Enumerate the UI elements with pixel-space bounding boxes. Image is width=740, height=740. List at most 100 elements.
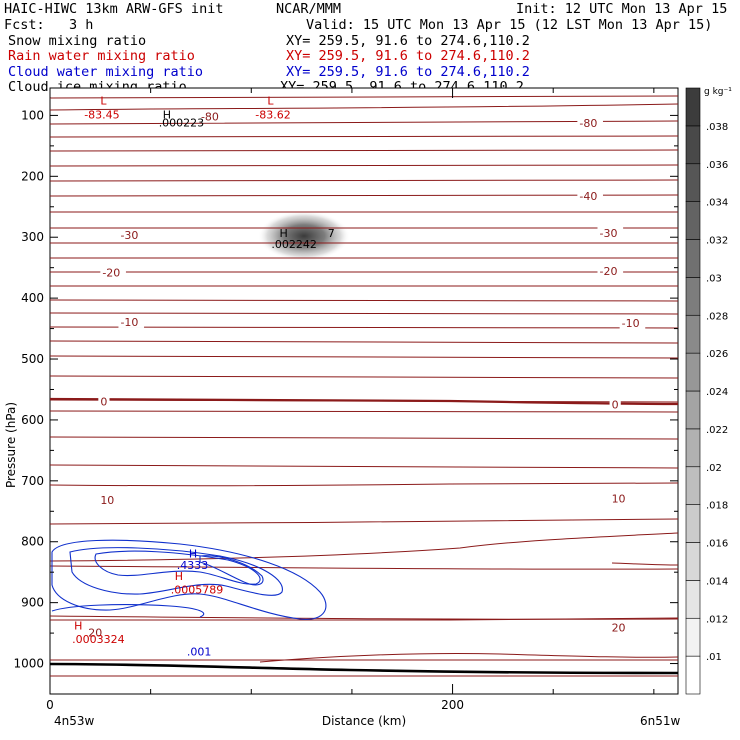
contour-label-bg: [118, 228, 145, 241]
colorbar-swatch: [685, 466, 701, 505]
colorbar-swatch: [685, 277, 701, 316]
isotherm: [50, 194, 678, 197]
contour-label-bg: [118, 315, 145, 328]
contour-label-bg: [577, 189, 603, 202]
x-end-left-label: 4n53w: [54, 714, 95, 728]
colorbar-swatch: [685, 504, 701, 543]
extremum-label: -83.62: [255, 108, 290, 121]
colorbar-level-label: .026: [706, 349, 728, 360]
contour-label-bg: [597, 264, 624, 277]
isotherm-label: -40: [579, 190, 597, 203]
colorbar-swatch: [685, 428, 701, 468]
isotherm: [50, 565, 678, 570]
contour-label-bg: [609, 621, 628, 634]
isotherm: [50, 340, 678, 344]
colorbar-level-label: .016: [706, 539, 728, 550]
extremum-label: H: [175, 570, 183, 583]
colorbar-swatch: [685, 163, 701, 202]
extremum-label: L: [100, 94, 107, 107]
colorbar-level-label: .018: [706, 501, 728, 512]
isotherm: [50, 164, 678, 167]
snow-mixing-shading: [258, 211, 350, 261]
field-name-snow: Snow mixing ratio: [8, 33, 147, 49]
y-tick-label: 900: [21, 596, 44, 610]
isotherm: [50, 179, 678, 182]
cloud-water-contour: [69, 547, 283, 596]
isotherm: [259, 652, 678, 663]
x-axis-label: Distance (km): [322, 714, 406, 728]
isotherm-label: -30: [600, 227, 618, 240]
isotherm-label: -10: [622, 317, 640, 330]
extremum-label: H: [279, 227, 287, 240]
run-title: HAIC-HIWC 13km ARW-GFS init: [4, 1, 224, 17]
cloud-water-contour: [94, 550, 261, 585]
contour-label-bg: [98, 395, 110, 408]
colorbar-swatch: [685, 580, 701, 619]
extremum-label: H: [189, 548, 197, 561]
extremum-label: H: [163, 108, 171, 121]
y-tick-label: 800: [21, 535, 44, 549]
y-tick-label: 300: [21, 230, 44, 244]
y-tick-label: 1000: [13, 657, 44, 671]
isotherm: [50, 410, 678, 413]
field-xy-rain: XY= 259.5, 91.6 to 274.6,110.2: [286, 48, 530, 64]
contour-label-bg: [597, 226, 624, 239]
colorbar-swatch: [685, 87, 701, 127]
cloud-water-contour: [199, 555, 264, 586]
colorbar-swatch: [685, 542, 701, 581]
x-end-right-label: 6n51w: [640, 714, 681, 728]
surface-line: [50, 662, 678, 675]
field-xy-cloud-water: XY= 259.5, 91.6 to 274.6,110.2: [286, 64, 530, 80]
isotherm: [50, 103, 678, 111]
colorbar-swatch: [685, 390, 701, 430]
colorbar-level-label: .014: [706, 576, 728, 587]
y-tick-label: 400: [21, 291, 44, 305]
isotherm-label: -20: [102, 267, 120, 280]
colorbar-swatch: [685, 617, 701, 657]
valid-time: Valid: 15 UTC Mon 13 Apr 15 (12 LST Mon …: [306, 17, 713, 33]
isotherm-label: 10: [100, 494, 114, 507]
isotherm: [50, 312, 678, 315]
extremum-label: -83.45: [84, 108, 119, 121]
extremum-label: .001: [187, 646, 212, 659]
extremum-label: H: [74, 619, 82, 632]
forecast-hour: Fcst: 3 h: [4, 17, 94, 33]
y-tick-label: 200: [21, 169, 44, 183]
isotherm: [50, 482, 678, 487]
isotherm: [50, 95, 678, 99]
isotherm: [50, 375, 678, 379]
cloud-water-contour: [51, 539, 327, 620]
colorbar-swatch: [685, 201, 701, 240]
isotherm: [50, 518, 678, 525]
cloud-water-contour: [51, 604, 205, 618]
init-time: Init: 12 UTC Mon 13 Apr 15: [516, 1, 728, 17]
isotherm-label: 10: [612, 493, 626, 506]
colorbar-level-label: .03: [706, 273, 722, 284]
extremum-label: .0005789: [171, 584, 224, 597]
extremum-label: .4333: [177, 559, 209, 572]
organization-label: NCAR/MMM: [276, 1, 342, 17]
y-tick-label: 100: [21, 108, 44, 122]
colorbar-swatch: [685, 125, 701, 165]
isotherm-label: -80: [579, 117, 597, 130]
extremum-label: .002242: [271, 238, 317, 251]
isotherm-label: -20: [600, 265, 618, 278]
colorbar-level-label: .028: [706, 311, 728, 322]
extremum-label: L: [267, 94, 274, 107]
contour-label-bg: [98, 493, 117, 506]
contour-label-bg: [609, 398, 621, 411]
colorbar-level-label: .012: [706, 614, 728, 625]
contour-label-bg: [577, 116, 603, 129]
colorbar-level-label: .022: [706, 425, 728, 436]
extremum-label: .000223: [159, 116, 205, 129]
field-name-rain: Rain water mixing ratio: [8, 48, 195, 64]
isotherm-label: 20: [612, 622, 626, 635]
colorbar: .01 .012 .014 .016 .018 .02 .022 .024 .026 .028 .0…: [685, 87, 728, 695]
colorbar-units: g kg⁻¹: [704, 87, 732, 97]
isotherm: [50, 326, 678, 329]
plot-frame: [49, 87, 679, 695]
extremum-label: .0003324: [72, 633, 125, 646]
